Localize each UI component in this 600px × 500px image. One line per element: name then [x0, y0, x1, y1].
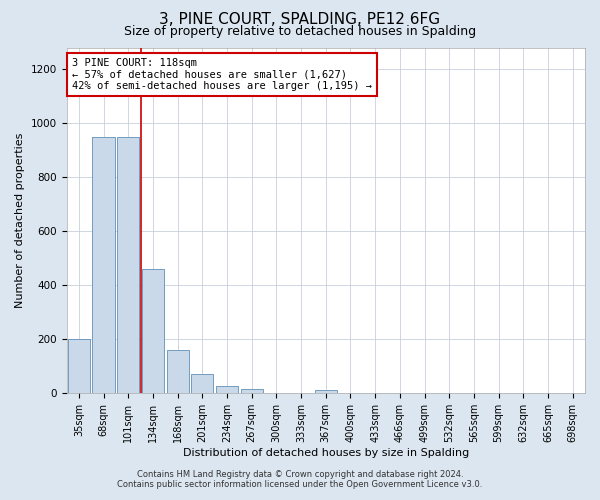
- Bar: [142, 268, 164, 393]
- Bar: [167, 350, 189, 393]
- Text: Size of property relative to detached houses in Spalding: Size of property relative to detached ho…: [124, 25, 476, 38]
- Bar: [117, 136, 139, 393]
- Text: Contains HM Land Registry data © Crown copyright and database right 2024.
Contai: Contains HM Land Registry data © Crown c…: [118, 470, 482, 489]
- Bar: [216, 386, 238, 393]
- Text: 3, PINE COURT, SPALDING, PE12 6FG: 3, PINE COURT, SPALDING, PE12 6FG: [160, 12, 440, 28]
- X-axis label: Distribution of detached houses by size in Spalding: Distribution of detached houses by size …: [182, 448, 469, 458]
- Bar: [68, 339, 90, 393]
- Text: 3 PINE COURT: 118sqm
← 57% of detached houses are smaller (1,627)
42% of semi-de: 3 PINE COURT: 118sqm ← 57% of detached h…: [72, 58, 372, 91]
- Bar: [92, 136, 115, 393]
- Y-axis label: Number of detached properties: Number of detached properties: [15, 132, 25, 308]
- Bar: [314, 390, 337, 393]
- Bar: [241, 389, 263, 393]
- Bar: [191, 374, 214, 393]
